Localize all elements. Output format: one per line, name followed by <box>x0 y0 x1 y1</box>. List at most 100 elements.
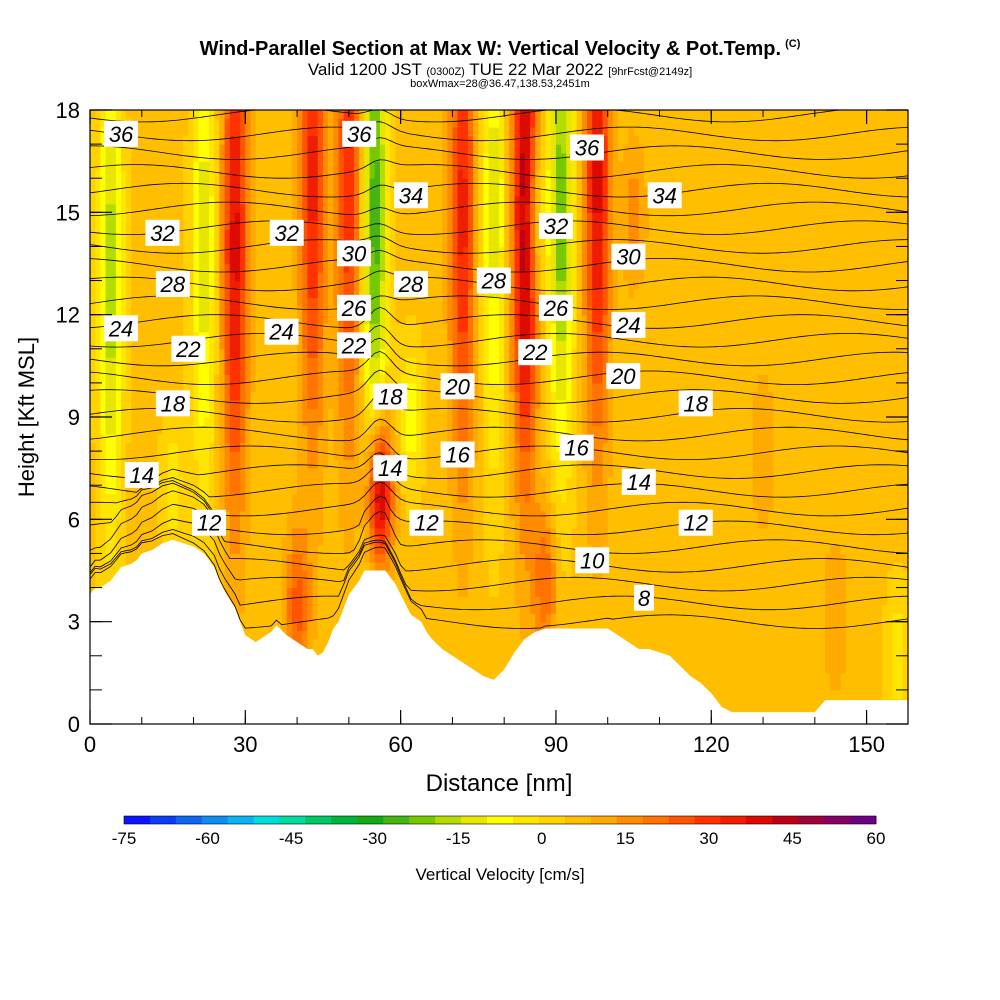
velocity-cell <box>436 161 443 171</box>
velocity-cell <box>359 263 365 273</box>
velocity-cell <box>209 237 215 248</box>
velocity-cell <box>312 144 319 154</box>
velocity-cell <box>354 544 360 555</box>
velocity-cell <box>364 263 371 273</box>
velocity-cell <box>379 365 386 375</box>
velocity-cell <box>224 340 231 350</box>
velocity-cell <box>369 229 376 239</box>
velocity-cell <box>157 127 164 137</box>
velocity-cell <box>121 186 127 196</box>
velocity-cell <box>115 254 122 265</box>
velocity-cell <box>322 502 329 512</box>
velocity-cell <box>390 280 397 290</box>
velocity-cell <box>291 306 298 316</box>
velocity-cell <box>390 323 397 333</box>
velocity-cell <box>100 579 107 589</box>
velocity-cell <box>405 493 412 503</box>
velocity-cell <box>364 527 371 537</box>
velocity-cell <box>302 587 309 597</box>
velocity-cell <box>359 365 365 375</box>
velocity-cell <box>245 110 252 120</box>
velocity-cell <box>146 127 153 137</box>
velocity-cell <box>110 212 117 222</box>
velocity-cell <box>172 425 179 435</box>
velocity-cell <box>421 399 428 410</box>
velocity-cell <box>126 263 133 273</box>
velocity-cell <box>421 254 428 265</box>
velocity-cell <box>322 237 329 248</box>
velocity-cell <box>234 425 241 435</box>
velocity-cell <box>431 272 438 282</box>
velocity-cell <box>421 374 428 384</box>
velocity-cell <box>416 297 422 307</box>
velocity-cell <box>115 434 122 444</box>
velocity-cell <box>354 263 360 273</box>
velocity-cell <box>214 203 221 213</box>
velocity-cell <box>333 229 340 239</box>
velocity-cell <box>442 110 448 120</box>
velocity-cell <box>286 212 293 222</box>
velocity-cell <box>110 110 117 120</box>
velocity-cell <box>183 493 189 503</box>
velocity-cell <box>354 195 360 205</box>
velocity-cell <box>297 399 303 410</box>
velocity-cell <box>307 246 314 256</box>
velocity-cell <box>178 212 184 222</box>
velocity-cell <box>317 604 324 614</box>
velocity-cell <box>245 203 252 213</box>
velocity-cell <box>343 212 350 222</box>
velocity-cell <box>348 280 355 290</box>
velocity-cell <box>297 502 303 512</box>
velocity-cell <box>312 510 319 520</box>
velocity-cell <box>405 144 412 154</box>
velocity-cell <box>146 306 153 316</box>
velocity-cell <box>193 382 200 393</box>
velocity-cell <box>291 417 298 427</box>
velocity-cell <box>343 144 350 154</box>
velocity-cell <box>405 485 412 495</box>
velocity-cell <box>152 297 158 307</box>
velocity-cell <box>224 451 231 461</box>
velocity-cell <box>260 544 267 555</box>
velocity-cell <box>255 536 262 546</box>
velocity-cell <box>426 391 433 401</box>
velocity-cell <box>328 144 334 154</box>
velocity-cell <box>281 613 288 623</box>
velocity-cell <box>369 254 376 265</box>
box-wmax-info: boxWmax=28@36.47,138.53,2451m <box>410 78 590 90</box>
velocity-cell <box>105 451 112 461</box>
velocity-cell <box>95 323 101 333</box>
velocity-cell <box>426 374 433 384</box>
velocity-cell <box>416 451 422 461</box>
velocity-cell <box>255 203 262 213</box>
velocity-cell <box>209 212 215 222</box>
velocity-cell <box>219 485 226 495</box>
velocity-cell <box>348 417 355 427</box>
velocity-cell <box>131 399 138 410</box>
velocity-cell <box>162 127 169 137</box>
velocity-cell <box>203 203 210 213</box>
velocity-cell <box>359 561 365 572</box>
velocity-cell <box>317 152 324 162</box>
velocity-cell <box>167 178 174 188</box>
velocity-cell <box>100 425 107 435</box>
velocity-cell <box>115 186 122 196</box>
velocity-cell <box>193 195 200 205</box>
velocity-cell <box>302 323 309 333</box>
velocity-cell <box>343 220 350 230</box>
velocity-cell <box>338 417 345 427</box>
velocity-cell <box>405 127 412 137</box>
velocity-cell <box>203 399 210 410</box>
velocity-cell <box>115 459 122 469</box>
velocity-cell <box>338 459 345 469</box>
velocity-cell <box>405 596 412 606</box>
velocity-cell <box>426 118 433 128</box>
velocity-cell <box>426 203 433 213</box>
velocity-cell <box>312 203 319 213</box>
velocity-cell <box>193 485 200 495</box>
velocity-cell <box>291 280 298 290</box>
velocity-cell <box>255 382 262 393</box>
velocity-cell <box>131 110 138 120</box>
velocity-cell <box>162 348 169 358</box>
velocity-cell <box>214 493 221 503</box>
